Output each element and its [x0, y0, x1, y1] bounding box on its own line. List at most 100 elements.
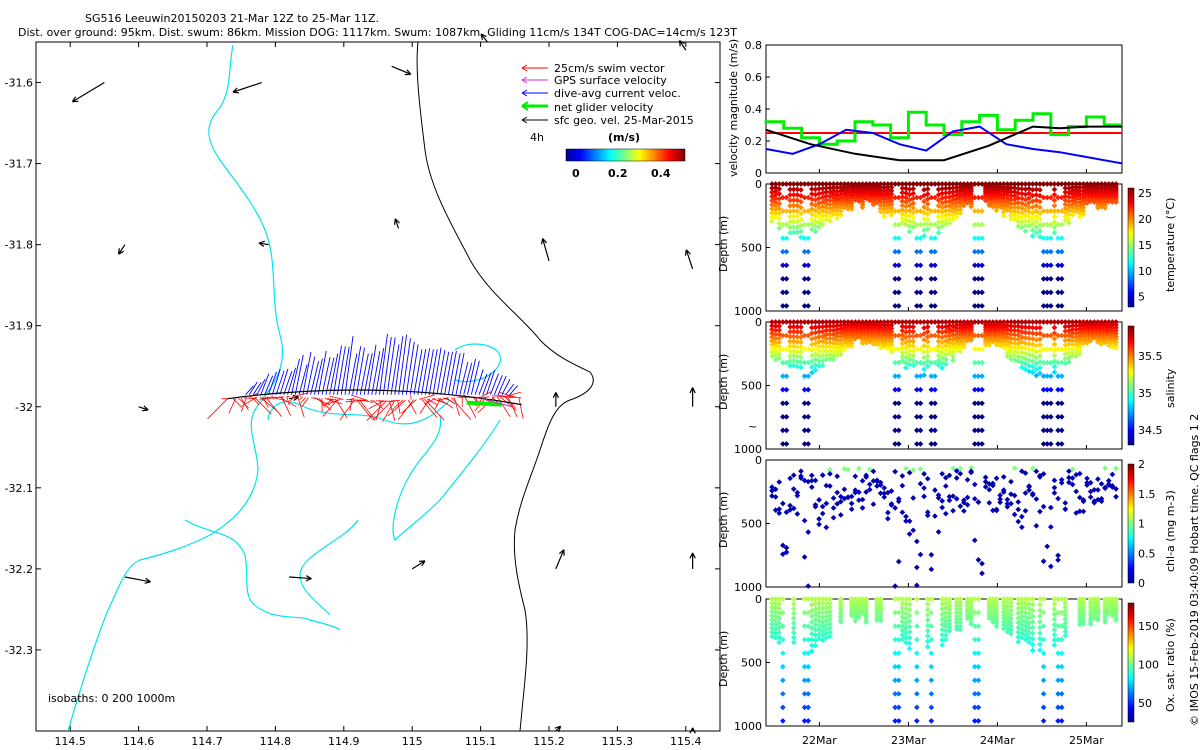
section-point [837, 619, 844, 625]
section-point [986, 342, 993, 349]
section-point [769, 218, 775, 225]
section-point [892, 427, 898, 434]
section-point [1058, 346, 1065, 352]
section-point [979, 400, 985, 407]
section-point [830, 348, 837, 355]
section-point [801, 704, 808, 711]
section-point [816, 613, 822, 620]
section-point [899, 632, 906, 638]
section-point [1051, 208, 1058, 214]
section-point [1015, 332, 1022, 338]
dac-vector [493, 375, 503, 395]
section-point [1008, 607, 1014, 614]
section-point [914, 359, 920, 366]
section-point [1008, 343, 1014, 350]
section-point [1051, 637, 1058, 643]
section-ytick-label: 0 [755, 178, 762, 191]
swim-vector [278, 396, 297, 408]
section-point [1113, 336, 1119, 343]
section-point [1000, 198, 1007, 205]
colorbar-tick-label: 50 [1138, 697, 1152, 710]
section-point [979, 373, 985, 380]
geo-velocity-vectors [71, 33, 696, 734]
section-point [971, 650, 978, 657]
swim-vector [327, 398, 336, 401]
section-point [801, 718, 808, 724]
section-point [993, 608, 1000, 614]
section-point [1051, 632, 1058, 638]
section-point [1062, 506, 1069, 512]
section-point [1073, 326, 1079, 333]
section-point [790, 639, 797, 646]
section-point [1011, 511, 1018, 518]
section-point [1040, 650, 1047, 657]
section-point [1008, 200, 1014, 207]
section-point [997, 492, 1003, 499]
section-point [1058, 319, 1065, 325]
section-point [776, 615, 783, 622]
section-point [1058, 650, 1065, 657]
section-point [776, 596, 783, 602]
section-point [1037, 336, 1043, 342]
section-point [924, 617, 931, 624]
section-point [917, 346, 924, 352]
colorbar-tick-label: 1 [1138, 518, 1145, 531]
section-point [1073, 202, 1079, 209]
chla-ylabel: Depth (m) [717, 491, 730, 548]
section-point [881, 202, 888, 209]
geo-vector [552, 392, 559, 407]
section-point [1015, 181, 1022, 187]
section-point [975, 718, 982, 724]
section-point [895, 704, 902, 711]
section-point [1073, 181, 1079, 187]
section-point [1015, 506, 1022, 513]
section-point [892, 235, 898, 242]
gps-vector [481, 398, 512, 408]
section-point [1008, 619, 1014, 626]
section-point [780, 400, 786, 407]
section-point [975, 194, 982, 201]
section-point [780, 181, 786, 187]
section-point [1069, 349, 1076, 355]
section-point [1080, 497, 1087, 503]
dac-vector [482, 372, 492, 395]
section-point [914, 690, 920, 697]
swim-vector [345, 400, 366, 403]
section-point [914, 346, 920, 352]
dac-vector [264, 375, 274, 395]
section-point [1026, 483, 1032, 490]
geo-vector [124, 576, 151, 584]
section-point [1076, 618, 1083, 625]
section-point [1011, 348, 1018, 355]
vel-ytick-label: 0.6 [745, 71, 763, 84]
section-point [924, 612, 931, 618]
dac-vector [268, 371, 277, 395]
section-point [1015, 319, 1022, 325]
section-point [924, 509, 931, 516]
section-point [1040, 235, 1047, 242]
section-point [805, 704, 812, 711]
section-point [903, 329, 909, 336]
section-point [1008, 204, 1014, 211]
section-point [971, 663, 978, 670]
section-point [783, 544, 790, 551]
swim-vector [266, 396, 285, 400]
dac-vector [298, 364, 308, 395]
section-point [1037, 222, 1043, 228]
section-point [1047, 400, 1054, 407]
section-point [946, 185, 953, 192]
section-point [1011, 208, 1018, 215]
section-point [1015, 195, 1022, 201]
section-point [924, 206, 931, 212]
section-point [1004, 500, 1011, 507]
section-point [917, 221, 924, 228]
dac-vector [463, 362, 473, 395]
dac-vector [398, 334, 408, 395]
section-point [1037, 324, 1043, 331]
section-point [975, 248, 982, 255]
section-point [946, 322, 953, 329]
section-point [975, 332, 982, 339]
section-point [953, 619, 960, 626]
section-point [892, 181, 898, 187]
section-point [1037, 204, 1043, 211]
